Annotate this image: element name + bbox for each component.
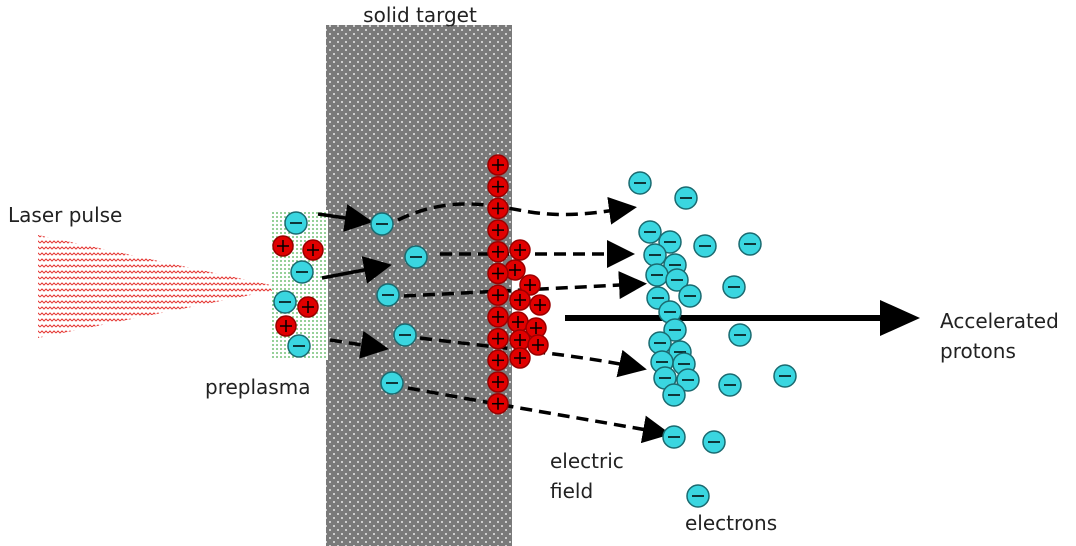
proton-arrowhead [880, 300, 920, 336]
title: solid target [363, 3, 477, 27]
field-label: field [550, 479, 593, 503]
preplasma-label: preplasma [205, 375, 310, 399]
laser-label: Laser pulse [8, 203, 122, 227]
electrons-label: electrons [685, 511, 777, 535]
diagram: solid target Laser pulse preplasma elect… [0, 0, 1076, 546]
solid-target [326, 25, 512, 546]
protons-label: Accelerated [940, 309, 1059, 333]
protons-label: protons [940, 339, 1016, 363]
laser-cone [38, 235, 285, 338]
field-label: electric [550, 449, 624, 473]
